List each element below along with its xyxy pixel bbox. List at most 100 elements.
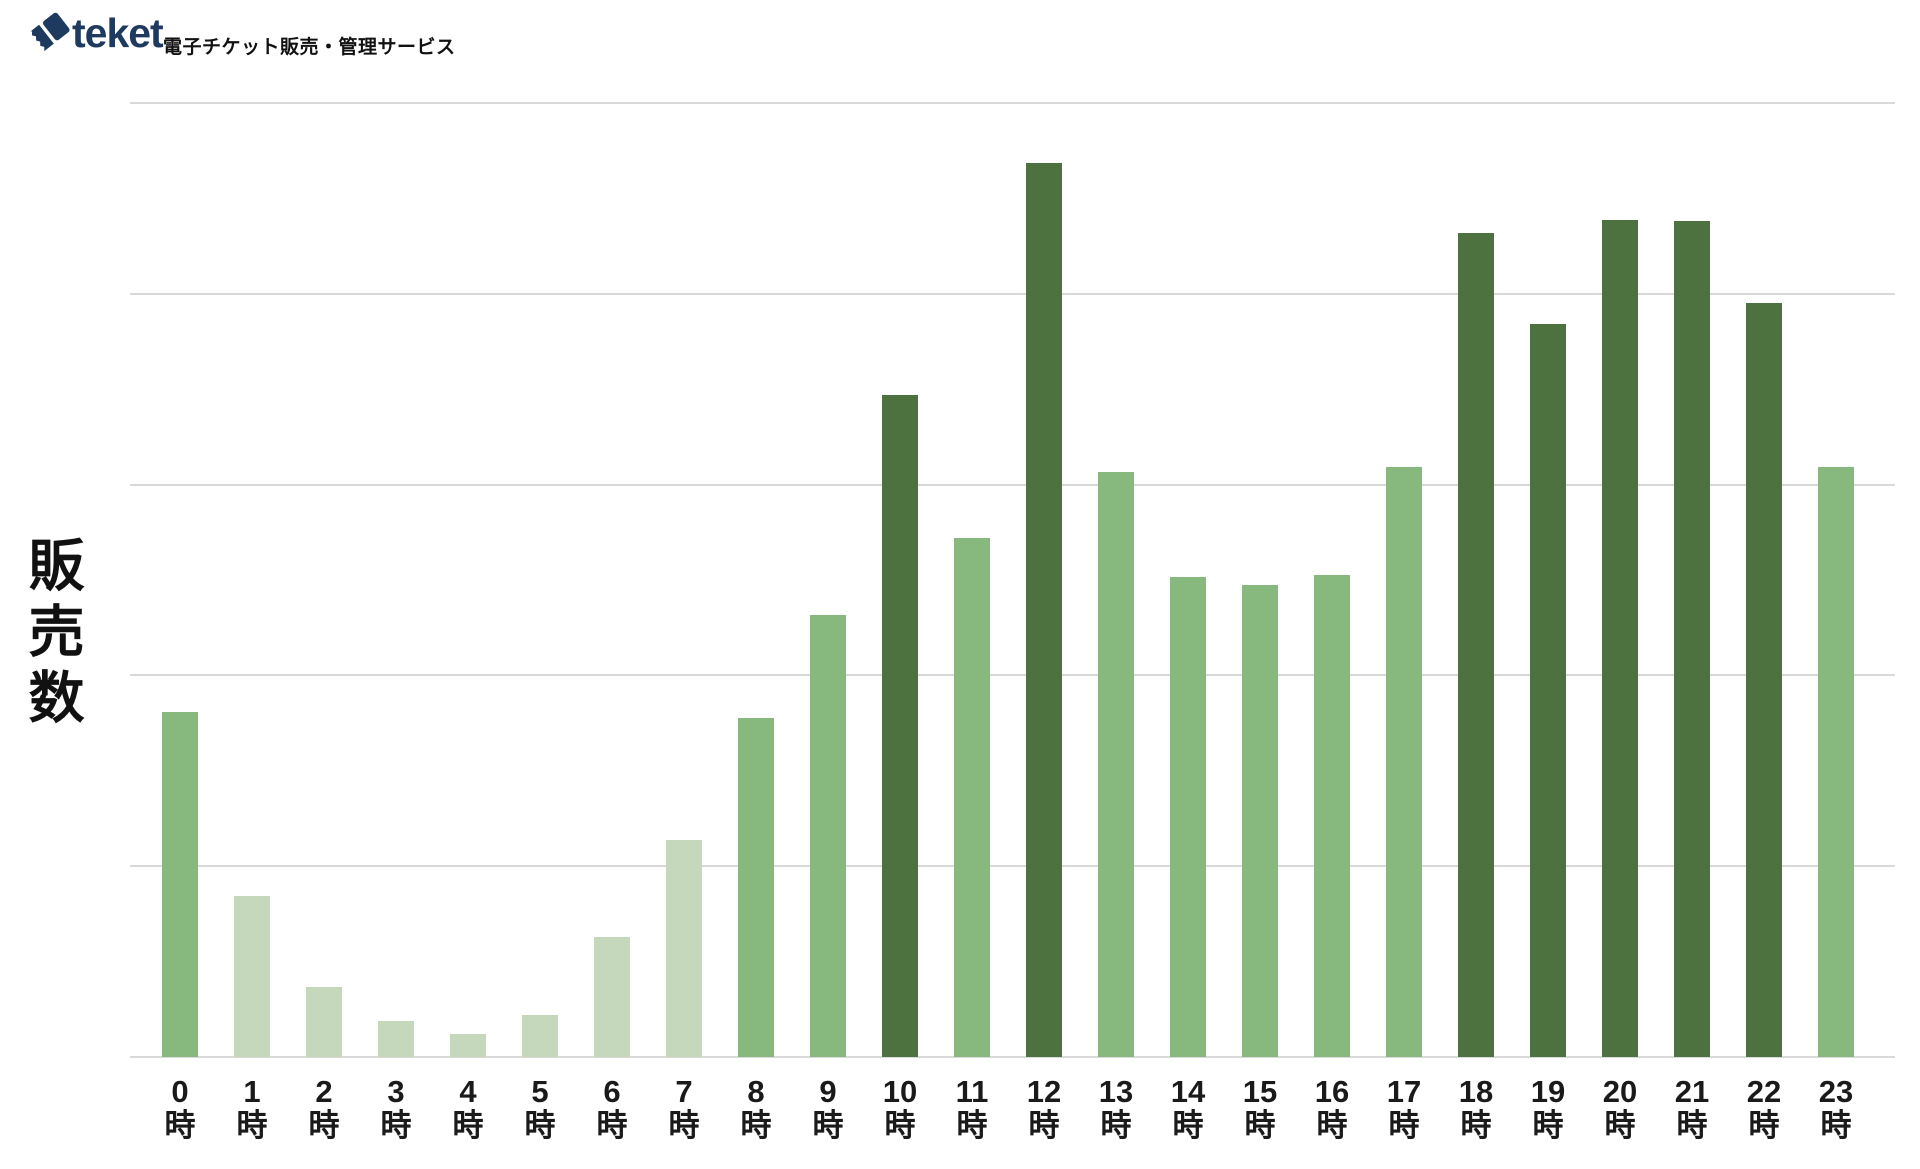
- x-label-hour-13: 13 時: [1080, 1075, 1152, 1143]
- x-label-hour-number: 12: [1026, 1074, 1062, 1109]
- x-label-hour-number: 22: [1746, 1074, 1782, 1109]
- x-label-hour-number: 21: [1674, 1074, 1710, 1109]
- x-label-hour-suffix: 時: [1676, 1108, 1708, 1143]
- x-label-hour-12: 12 時: [1008, 1075, 1080, 1143]
- x-label-hour-suffix: 時: [956, 1108, 988, 1143]
- x-label-hour-18: 18 時: [1440, 1075, 1512, 1143]
- x-label-hour-number: 11: [955, 1074, 989, 1109]
- x-label-hour-16: 16 時: [1296, 1075, 1368, 1143]
- x-label-hour-number: 6: [603, 1074, 621, 1109]
- x-label-hour-22: 22 時: [1728, 1075, 1800, 1143]
- x-label-hour-suffix: 時: [452, 1108, 484, 1143]
- x-label-hour-number: 15: [1242, 1074, 1278, 1109]
- bar-hour-4: [450, 1034, 486, 1057]
- x-label-hour-number: 14: [1170, 1074, 1206, 1109]
- x-label-hour-10: 10 時: [864, 1075, 936, 1143]
- teket-ticket-logo-icon: [22, 5, 74, 57]
- x-label-hour-suffix: 時: [380, 1108, 412, 1143]
- bar-hour-12: [1026, 163, 1062, 1057]
- x-label-hour-suffix: 時: [1532, 1108, 1564, 1143]
- bar-hour-14: [1170, 577, 1206, 1057]
- gridline: [130, 102, 1895, 104]
- teket-logo-text: teket: [72, 10, 164, 56]
- x-label-hour-number: 2: [315, 1074, 333, 1109]
- app-header: teket 電子チケット販売・管理サービス: [0, 0, 1920, 70]
- bar-hour-7: [666, 840, 702, 1057]
- bar-hour-8: [738, 718, 774, 1057]
- x-label-hour-suffix: 時: [740, 1108, 772, 1143]
- x-label-hour-number: 20: [1602, 1074, 1638, 1109]
- x-label-hour-number: 1: [243, 1074, 261, 1109]
- x-label-hour-23: 23 時: [1800, 1075, 1872, 1143]
- x-label-hour-suffix: 時: [596, 1108, 628, 1143]
- y-axis-label: 販売数: [21, 536, 84, 734]
- x-label-hour-15: 15 時: [1224, 1075, 1296, 1143]
- gridline: [130, 292, 1895, 295]
- x-label-hour-suffix: 時: [1460, 1108, 1492, 1143]
- x-label-hour-suffix: 時: [1748, 1108, 1780, 1143]
- x-label-hour-number: 0: [171, 1074, 189, 1109]
- x-label-hour-suffix: 時: [1244, 1108, 1276, 1143]
- x-label-hour-number: 9: [819, 1074, 837, 1109]
- bar-hour-13: [1098, 472, 1134, 1057]
- x-label-hour-suffix: 時: [884, 1108, 916, 1143]
- gridline: [130, 674, 1895, 677]
- x-label-hour-11: 11 時: [936, 1075, 1008, 1143]
- x-label-hour-number: 19: [1530, 1074, 1566, 1109]
- x-label-hour-20: 20 時: [1584, 1075, 1656, 1143]
- bar-hour-3: [378, 1020, 414, 1057]
- gridline: [130, 483, 1895, 486]
- x-label-hour-suffix: 時: [1100, 1108, 1132, 1143]
- x-label-hour-suffix: 時: [1604, 1108, 1636, 1143]
- x-label-hour-19: 19 時: [1512, 1075, 1584, 1143]
- x-label-hour-suffix: 時: [1172, 1108, 1204, 1143]
- x-label-hour-number: 16: [1314, 1074, 1350, 1109]
- x-label-hour-number: 5: [531, 1074, 549, 1109]
- bar-hour-21: [1674, 221, 1710, 1057]
- bar-hour-10: [882, 394, 918, 1057]
- bar-hour-16: [1314, 575, 1350, 1057]
- plot-area: 0 時 1 時 2 時 3 時 4 時 5 時 6 時 7 時 8 時 9 時 10 時 11 時 12 時 13 時 14 時 15 時 16…: [130, 102, 1895, 1143]
- logo-tagline: 電子チケット販売・管理サービス: [163, 37, 456, 58]
- x-label-hour-number: 8: [747, 1074, 765, 1109]
- x-label-hour-number: 7: [675, 1074, 693, 1109]
- x-label-hour-number: 18: [1458, 1074, 1494, 1109]
- x-label-hour-suffix: 時: [1316, 1108, 1348, 1143]
- bar-hour-20: [1602, 220, 1638, 1057]
- x-label-hour-number: 10: [882, 1074, 918, 1109]
- bar-hour-2: [306, 987, 342, 1057]
- bar-hour-11: [954, 538, 990, 1057]
- x-label-hour-suffix: 時: [1028, 1108, 1060, 1143]
- x-label-hour-suffix: 時: [236, 1108, 268, 1143]
- bar-hour-18: [1458, 232, 1494, 1057]
- bar-hour-0: [162, 711, 198, 1057]
- x-label-hour-17: 17 時: [1368, 1075, 1440, 1143]
- x-label-hour-number: 23: [1818, 1074, 1854, 1109]
- x-label-hour-14: 14 時: [1152, 1075, 1224, 1143]
- bar-hour-23: [1818, 467, 1854, 1057]
- bar-hour-6: [594, 936, 630, 1057]
- x-label-hour-suffix: 時: [1820, 1108, 1852, 1143]
- x-label-hour-number: 17: [1386, 1074, 1422, 1109]
- gridline: [130, 865, 1895, 868]
- bar-hour-17: [1386, 467, 1422, 1057]
- x-label-hour-suffix: 時: [308, 1108, 340, 1143]
- bar-hour-9: [810, 615, 846, 1057]
- x-axis-baseline: [130, 1056, 1895, 1058]
- x-label-hour-suffix: 時: [812, 1108, 844, 1143]
- x-label-hour-number: 13: [1098, 1074, 1134, 1109]
- x-label-hour-suffix: 時: [524, 1108, 556, 1143]
- bar-hour-1: [234, 895, 270, 1057]
- x-label-hour-suffix: 時: [1388, 1108, 1420, 1143]
